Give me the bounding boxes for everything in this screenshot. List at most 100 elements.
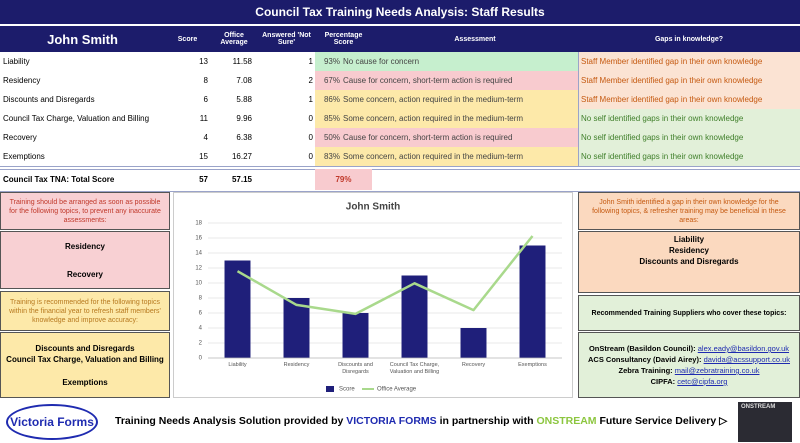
gap-topic: Liability — [673, 235, 705, 244]
x-tick-label: Recovery — [461, 362, 486, 368]
suppliers-box: OnStream (Basildon Council): alex.eady@b… — [578, 332, 800, 398]
score: 11 — [199, 114, 208, 123]
bar — [519, 245, 546, 358]
office-average: 5.88 — [236, 95, 252, 104]
y-tick-label: 10 — [195, 281, 202, 287]
gap: No self identified gaps in their own kno… — [581, 152, 744, 161]
bar — [283, 298, 310, 358]
column-header: Answered 'Not Sure' — [262, 32, 311, 46]
total-percentage: 79% — [315, 169, 372, 190]
column-header: Office Average — [220, 32, 248, 46]
gap: Staff Member identified gap in their own… — [581, 95, 763, 104]
total-score: 57 — [199, 175, 208, 184]
supplier: CIPFA: cetc@cipfa.org — [651, 376, 728, 387]
office-average: 7.08 — [236, 76, 252, 85]
partner-logo: ONSTREAM — [738, 402, 792, 442]
chart-box: John Smith 0 2 4 6 8 10 12 14 16 18 Score Office Av… — [173, 192, 573, 398]
y-tick-label: 6 — [199, 311, 203, 317]
logo: Victoria Forms — [6, 404, 98, 440]
recommended-note-box: Training is recommended for the followin… — [0, 291, 170, 331]
legend-label: Office Average — [377, 387, 417, 393]
x-tick-label: Liability — [228, 362, 247, 368]
bar — [401, 275, 428, 358]
footer-part: Training Needs Analysis Solution provide… — [115, 415, 347, 427]
recommended-topics-box: Discounts and Disregards Council Tax Cha… — [0, 332, 170, 398]
column-header: Gaps in knowledge? — [654, 35, 724, 43]
suppliers-title: Recommended Training Suppliers who cover… — [591, 309, 787, 317]
supplier: ACS Consultancy (David Airey): davida@ac… — [588, 354, 790, 365]
suppliers-title-box: Recommended Training Suppliers who cover… — [578, 295, 800, 331]
not-sure: 0 — [308, 114, 313, 123]
bar — [460, 328, 487, 358]
page-title: Council Tax Training Needs Analysis: Sta… — [0, 0, 800, 24]
assessment: Some concern, action required in the med… — [343, 95, 524, 104]
gap-topics-box: Liability Residency Discounts and Disreg… — [578, 231, 800, 293]
legend-swatch — [326, 386, 334, 392]
assessment-bg — [315, 147, 578, 167]
score: 15 — [199, 152, 208, 161]
score: 4 — [203, 133, 208, 142]
x-tick-label: Council Tax Charge, Valuation and Billin… — [389, 362, 440, 375]
recommended-topic: Council Tax Charge, Valuation and Billin… — [6, 354, 164, 364]
y-tick-label: 2 — [199, 341, 203, 347]
y-tick-label: 12 — [195, 266, 202, 272]
table: John Smith Score Office Average Answered 'N… — [0, 0, 800, 200]
footer-part: ONSTREAM — [536, 415, 597, 427]
gap: No self identified gaps in their own kno… — [581, 114, 744, 123]
office-average: 16.27 — [231, 152, 252, 161]
urgent-topic: Residency — [64, 241, 106, 251]
supplier-email[interactable]: alex.eady@basildon.gov.uk — [697, 344, 790, 353]
not-sure: 0 — [308, 133, 313, 142]
recommended-topic: Discounts and Disregards — [35, 343, 135, 353]
supplier-email[interactable]: mail@zebratraining.co.uk — [674, 366, 760, 375]
x-tick-label: Residency — [283, 362, 310, 368]
supplier-email[interactable]: davida@acssupport.co.uk — [703, 355, 790, 364]
score: 8 — [203, 76, 208, 85]
assessment: Some concern, action required in the med… — [343, 152, 524, 161]
assessment: Cause for concern, short-term action is … — [343, 76, 513, 85]
urgent-note: Training should be arranged as soon as p… — [9, 198, 161, 224]
column-header: John Smith — [47, 31, 118, 47]
topic: Recovery — [3, 133, 37, 142]
footer-part: in partnership with — [436, 415, 537, 427]
total-average: 57.15 — [231, 175, 252, 184]
chart: John Smith 0 2 4 6 8 10 12 14 16 18 Score Office Av… — [195, 202, 562, 393]
percentage: 85% — [323, 114, 340, 123]
supplier: OnStream (Basildon Council): alex.eady@b… — [589, 343, 789, 354]
urgent-note-box: Training should be arranged as soon as p… — [0, 192, 170, 230]
x-tick-label: Discounts and Disregards — [338, 362, 373, 375]
column-header: Assessment — [454, 35, 496, 43]
gap: Staff Member identified gap in their own… — [581, 76, 763, 85]
footer-part: VICTORIA FORMS — [346, 415, 437, 427]
urgent-topic: Recovery — [66, 269, 104, 279]
topic: Exemptions — [3, 152, 45, 161]
percentage: 86% — [323, 95, 340, 104]
office-average: 6.38 — [236, 133, 252, 142]
gap-note: John Smith identified a gap in their own… — [592, 198, 786, 224]
y-tick-label: 14 — [195, 251, 202, 257]
x-tick-label: Exemptions — [518, 362, 547, 368]
recommended-topic: Exemptions — [62, 377, 108, 387]
office-average: 11.58 — [232, 57, 252, 66]
gap-bg — [578, 147, 800, 167]
supplier-name: Zebra Training: — [618, 366, 673, 375]
y-tick-label: 18 — [195, 221, 202, 227]
y-tick-label: 16 — [195, 236, 202, 242]
gap: No self identified gaps in their own kno… — [581, 133, 744, 142]
urgent-topics-box: Residency Recovery — [0, 231, 170, 289]
column-header: Percentage Score — [324, 32, 363, 46]
not-sure: 1 — [308, 95, 313, 104]
score: 13 — [199, 57, 208, 66]
topic: Residency — [3, 76, 41, 85]
supplier: Zebra Training: mail@zebratraining.co.uk — [618, 365, 759, 376]
bar — [342, 313, 369, 358]
gap-note-box: John Smith identified a gap in their own… — [578, 192, 800, 230]
supplier-email[interactable]: cetc@cipfa.org — [677, 377, 728, 386]
gap: Staff Member identified gap in their own… — [581, 57, 763, 66]
assessment: Cause for concern, short-term action is … — [343, 133, 513, 142]
percentage: 93% — [323, 57, 340, 66]
supplier-name: CIPFA: — [650, 377, 676, 386]
topic: Discounts and Disregards — [3, 95, 95, 104]
percentage: 50% — [323, 133, 340, 142]
